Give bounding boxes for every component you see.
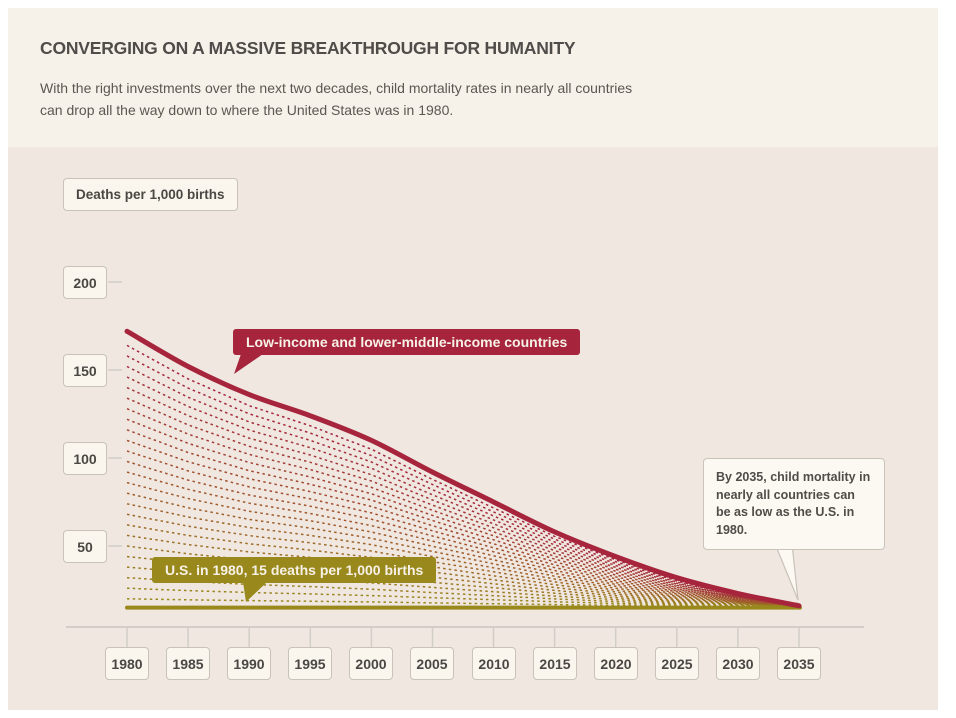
x-tick-box-1995: 1995 (288, 647, 332, 680)
y-tick-box-50: 50 (63, 530, 107, 563)
page-subtitle: With the right investments over the next… (40, 80, 633, 118)
page-title: CONVERGING ON A MASSIVE BREAKTHROUGH FOR… (40, 38, 576, 58)
series-label-us-1980: U.S. in 1980, 15 deaths per 1,000 births (152, 557, 437, 583)
x-tick-box-1985: 1985 (166, 647, 210, 680)
header: CONVERGING ON A MASSIVE BREAKTHROUGH FOR… (8, 8, 938, 147)
x-tick-box-2005: 2005 (410, 647, 454, 680)
x-tick-box-2035: 2035 (777, 647, 821, 680)
x-tick-box-1990: 1990 (227, 647, 271, 680)
x-tick-box-2025: 2025 (655, 647, 699, 680)
y-tick-box-150: 150 (63, 354, 107, 387)
y-tick-box-100: 100 (63, 442, 107, 475)
x-tick-box-2020: 2020 (594, 647, 638, 680)
x-tick-box-2015: 2015 (533, 647, 577, 680)
x-tick-box-1980: 1980 (105, 647, 149, 680)
x-tick-box-2010: 2010 (472, 647, 516, 680)
y-tick-box-200: 200 (63, 266, 107, 299)
x-tick-box-2000: 2000 (349, 647, 393, 680)
series-label-low-income: Low-income and lower-middle-income count… (233, 329, 581, 355)
annotation-2035-callout: By 2035, child mortality in nearly all c… (703, 458, 885, 550)
x-tick-box-2030: 2030 (716, 647, 760, 680)
y-axis-unit-label: Deaths per 1,000 births (63, 178, 238, 211)
